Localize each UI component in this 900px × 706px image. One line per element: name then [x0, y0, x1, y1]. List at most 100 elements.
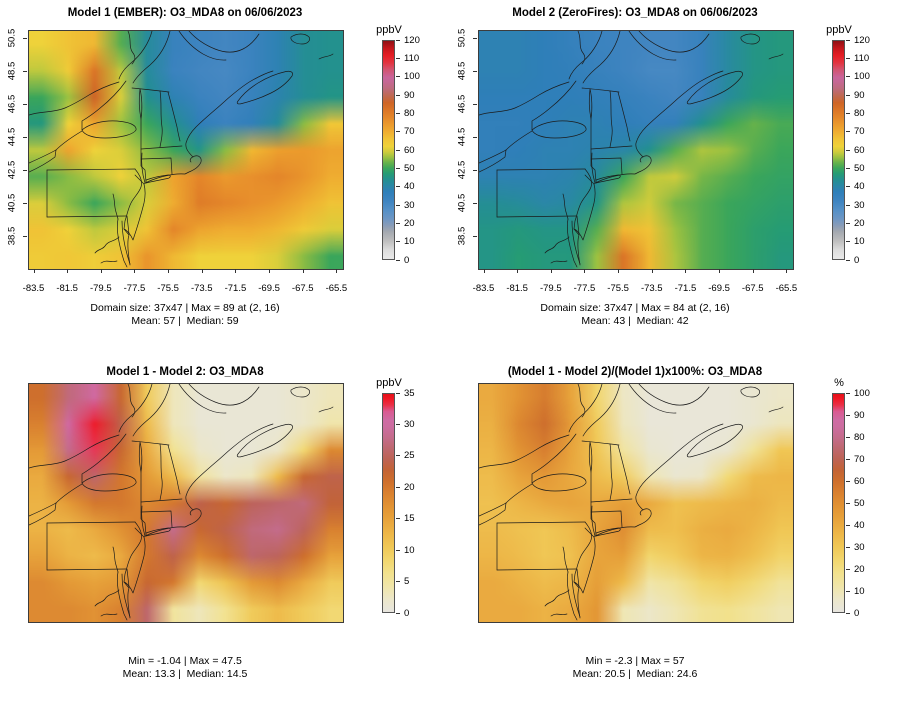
colorbar-tick-mark — [396, 581, 400, 583]
x-tick-mark — [302, 269, 304, 273]
colorbar-tick-mark — [846, 458, 850, 460]
colorbar-tick-mark — [396, 204, 400, 206]
colorbar-tick-label: 40 — [404, 181, 415, 193]
y-tick-label: 42.5 — [6, 160, 18, 180]
map-outline — [29, 31, 334, 268]
colorbar-tick-label: 70 — [404, 126, 415, 138]
y-tick-mark — [23, 71, 27, 72]
colorbar-tick-mark — [396, 94, 400, 96]
colorbar-tick-label: 15 — [404, 513, 415, 525]
colorbar-tick-mark — [396, 455, 400, 457]
x-tick-mark — [235, 269, 237, 273]
colorbar-tick-mark — [846, 57, 850, 59]
colorbar-tick-mark — [846, 204, 850, 206]
colorbar-tick-mark — [846, 546, 850, 548]
panel-difference: Model 1 - Model 2: O3_MDA8 Min = -1.04 |… — [0, 353, 450, 706]
map-outline — [479, 384, 784, 621]
colorbar-tick-mark — [846, 39, 850, 41]
colorbar-tick-mark — [396, 241, 400, 243]
y-tick-label: 40.5 — [6, 193, 18, 213]
colorbar-tick-label: 70 — [854, 453, 865, 465]
y-tick-mark — [473, 170, 477, 171]
x-tick-label: -73.5 — [640, 283, 663, 294]
colorbar-tick-label: 30 — [854, 199, 865, 211]
x-tick-label: -69.5 — [708, 283, 730, 294]
x-tick-mark — [269, 269, 271, 273]
x-tick-label: -77.5 — [123, 283, 146, 294]
colorbar-tick-mark — [396, 549, 400, 551]
colorbar-tick-label: 0 — [854, 254, 860, 266]
x-tick-label: -75.5 — [157, 283, 179, 294]
colorbar-tick-label: 90 — [854, 409, 865, 421]
y-tick-mark — [473, 38, 477, 39]
stats-caption-1: Domain size: 37x47 | Max = 84 at (2, 16) — [540, 302, 730, 314]
colorbar-tick-label: 50 — [404, 162, 415, 174]
colorbar-tick-label: 20 — [854, 217, 865, 229]
colorbar-tick-mark — [846, 241, 850, 243]
colorbar-tick-label: 70 — [854, 126, 865, 138]
colorbar-tick-label: 5 — [404, 576, 410, 588]
colorbar-tick-label: 100 — [854, 71, 870, 83]
y-tick-label: 40.5 — [456, 193, 468, 213]
colorbar-tick-label: 0 — [854, 607, 860, 619]
x-tick-label: -81.5 — [56, 283, 78, 294]
colorbar-tick-mark — [846, 112, 850, 114]
y-tick-mark — [23, 170, 27, 171]
x-tick-mark — [336, 269, 338, 273]
colorbar-tick-label: 90 — [854, 89, 865, 101]
heatmap-raster — [479, 31, 793, 269]
x-tick-mark — [719, 269, 721, 273]
colorbar-tick-mark — [846, 524, 850, 526]
colorbar-tick-mark — [396, 112, 400, 114]
x-tick-label: -69.5 — [258, 283, 280, 294]
colorbar-tick-label: 0 — [404, 254, 410, 266]
colorbar-tick-mark — [846, 186, 850, 188]
colorbar-tick-mark — [846, 568, 850, 570]
heatmap-model2 — [478, 30, 794, 270]
colorbar-tick-label: 60 — [404, 144, 415, 156]
colorbar-tick-mark — [396, 131, 400, 133]
colorbar-tick-label: 60 — [854, 144, 865, 156]
colorbar-tick-label: 120 — [404, 34, 420, 46]
panel-model1: Model 1 (EMBER): O3_MDA8 on 06/06/2023 -… — [0, 0, 450, 353]
x-tick-mark — [201, 269, 203, 273]
colorbar-tick-label: 20 — [404, 481, 415, 493]
x-tick-label: -67.5 — [741, 283, 764, 294]
colorbar-unit: % — [834, 377, 844, 389]
colorbar-tick-mark — [396, 518, 400, 520]
colorbar-tick-mark — [846, 149, 850, 151]
colorbar-tick-label: 80 — [854, 107, 865, 119]
y-tick-mark — [23, 236, 27, 237]
colorbar-unit: ppbV — [376, 377, 402, 389]
colorbar-tick-label: 35 — [404, 387, 415, 399]
x-tick-mark — [550, 269, 552, 273]
x-tick-mark — [584, 269, 586, 273]
y-tick-label: 50.5 — [6, 28, 18, 48]
heatmap-percent-difference — [478, 383, 794, 623]
colorbar-tick-label: 60 — [854, 475, 865, 487]
x-tick-mark — [685, 269, 687, 273]
colorbar-tick-label: 40 — [854, 181, 865, 193]
x-tick-label: -73.5 — [190, 283, 213, 294]
colorbar-tick-label: 30 — [404, 199, 415, 211]
colorbar-tick-mark — [846, 436, 850, 438]
y-tick-label: 42.5 — [456, 160, 468, 180]
x-tick-mark — [168, 269, 170, 273]
panel-title: Model 2 (ZeroFires): O3_MDA8 on 06/06/20… — [512, 7, 758, 19]
colorbar-gradient — [382, 40, 395, 260]
colorbar-tick-mark — [396, 167, 400, 169]
y-tick-label: 38.5 — [6, 226, 18, 246]
colorbar-tick-mark — [396, 423, 400, 425]
x-tick-mark — [100, 269, 102, 273]
y-tick-mark — [473, 71, 477, 72]
colorbar-tick-mark — [396, 259, 400, 261]
y-tick-label: 46.5 — [6, 94, 18, 114]
x-tick-label: -67.5 — [291, 283, 314, 294]
x-tick-label: -75.5 — [607, 283, 629, 294]
x-tick-mark — [786, 269, 788, 273]
colorbar-tick-label: 50 — [854, 162, 865, 174]
y-tick-label: 46.5 — [456, 94, 468, 114]
y-tick-mark — [473, 203, 477, 204]
x-tick-label: -83.5 — [472, 283, 495, 294]
